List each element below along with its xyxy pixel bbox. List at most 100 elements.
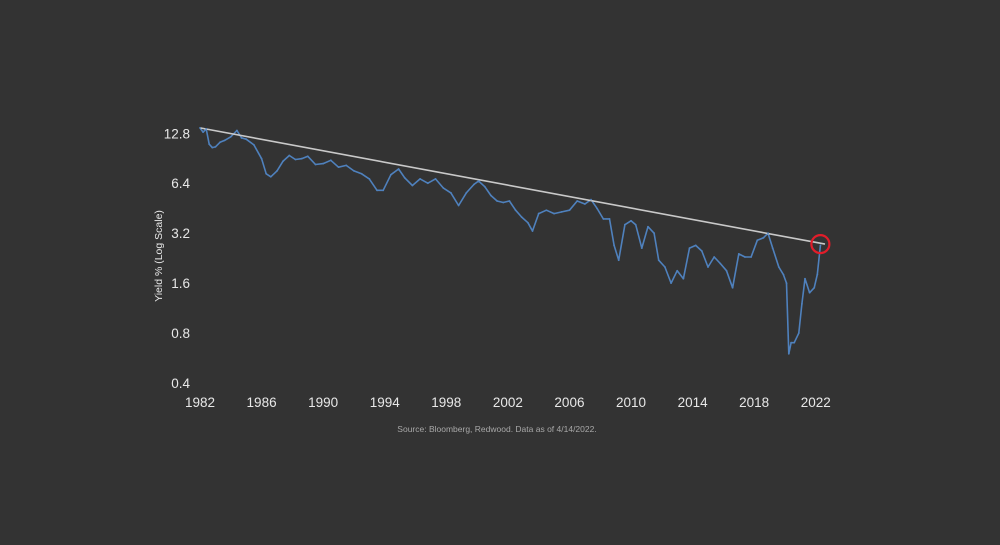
yield-data-point bbox=[457, 204, 460, 207]
yield-data-point bbox=[419, 177, 422, 180]
yield-data-point bbox=[337, 166, 340, 169]
yield-data-point bbox=[608, 218, 611, 220]
yield-data-point bbox=[731, 286, 734, 289]
yield-data-point bbox=[596, 207, 599, 210]
yield-data-point bbox=[282, 160, 285, 163]
yield-data-point bbox=[700, 250, 703, 252]
yield-data-point bbox=[762, 236, 765, 239]
yield-data-point bbox=[199, 126, 201, 129]
yield-data-point bbox=[744, 256, 746, 258]
yield-data-point bbox=[797, 332, 800, 334]
yield-data-point bbox=[473, 183, 475, 186]
yield-data-point bbox=[314, 163, 317, 166]
yield-data-point bbox=[245, 138, 248, 141]
yield-data-point bbox=[514, 209, 517, 212]
y-axis-title: Yield % (Log Scale) bbox=[153, 210, 165, 302]
yield-series-line bbox=[199, 127, 822, 355]
x-tick-label: 2018 bbox=[739, 395, 769, 410]
x-tick-label: 1986 bbox=[247, 395, 277, 410]
yield-data-point bbox=[205, 128, 208, 130]
yield-data-point bbox=[813, 286, 816, 289]
yield-data-point bbox=[613, 244, 616, 247]
yield-data-point bbox=[477, 180, 480, 182]
yield-data-point bbox=[640, 247, 643, 250]
yield-data-point bbox=[260, 157, 263, 160]
yield-data-point bbox=[389, 173, 392, 176]
yield-data-point bbox=[276, 169, 278, 172]
yield-data-point bbox=[682, 277, 685, 280]
yield-data-point bbox=[725, 269, 728, 272]
yield-data-point bbox=[664, 266, 666, 268]
yield-data-point bbox=[531, 230, 534, 232]
x-tick-label: 2010 bbox=[616, 395, 646, 410]
y-tick-label: 1.6 bbox=[171, 276, 190, 291]
yield-data-point bbox=[576, 200, 579, 202]
yield-data-point bbox=[816, 273, 819, 276]
yield-data-point bbox=[360, 172, 363, 175]
yield-data-point bbox=[219, 141, 221, 144]
x-tick-label: 1998 bbox=[431, 395, 461, 410]
yield-data-point bbox=[634, 223, 637, 226]
yield-data-point bbox=[345, 164, 348, 167]
yield-data-point bbox=[583, 203, 586, 205]
yield-data-point bbox=[434, 177, 437, 180]
yield-data-point bbox=[787, 352, 790, 355]
yield-data-point bbox=[545, 209, 548, 212]
yield-data-point bbox=[240, 137, 243, 139]
yield-data-point bbox=[252, 143, 255, 146]
x-tick-label: 2022 bbox=[801, 395, 831, 410]
yield-data-point bbox=[306, 155, 309, 158]
yield-data-point bbox=[483, 185, 486, 188]
yield-data-point bbox=[676, 269, 679, 272]
yield-data-point bbox=[602, 218, 605, 220]
yield-data-point bbox=[777, 266, 780, 268]
yield-data-point bbox=[590, 198, 592, 201]
yield-data-point bbox=[630, 219, 632, 222]
y-tick-label: 3.2 bbox=[171, 226, 190, 241]
yield-data-point bbox=[526, 221, 529, 224]
x-tick-label: 1982 bbox=[185, 395, 215, 410]
yield-data-point bbox=[236, 129, 238, 132]
yield-data-point bbox=[208, 143, 211, 146]
yield-data-point bbox=[804, 277, 806, 280]
yield-data-point bbox=[520, 216, 523, 218]
yield-data-point bbox=[211, 146, 214, 149]
yield-data-point bbox=[376, 189, 378, 192]
yield-data-point bbox=[568, 209, 571, 212]
yield-data-point bbox=[785, 282, 788, 285]
x-tick-label: 2006 bbox=[554, 395, 584, 410]
yield-data-point bbox=[653, 232, 656, 235]
yield-data-point bbox=[657, 259, 660, 262]
y-tick-label: 0.8 bbox=[171, 326, 190, 341]
yield-data-point bbox=[411, 184, 414, 187]
highlight-circle bbox=[810, 233, 831, 255]
yield-data-point bbox=[202, 131, 204, 134]
yield-data-point bbox=[801, 302, 803, 305]
trend-line bbox=[199, 127, 826, 245]
yield-data-point bbox=[623, 223, 626, 226]
yield-data-point bbox=[288, 154, 291, 157]
yield-data-point bbox=[229, 135, 232, 138]
yield-data-point bbox=[450, 191, 452, 194]
x-tick-label: 2002 bbox=[493, 395, 523, 410]
yield-data-point bbox=[688, 247, 691, 250]
yield-data-point bbox=[502, 201, 505, 204]
y-tick-label: 0.4 bbox=[171, 376, 190, 391]
yield-data-point bbox=[300, 157, 303, 160]
yield-data-point bbox=[694, 244, 697, 247]
yield-data-point bbox=[490, 194, 492, 197]
yield-data-point bbox=[670, 282, 672, 285]
yield-data-point bbox=[403, 176, 406, 179]
yield-data-point bbox=[269, 175, 272, 178]
x-tick-label: 1994 bbox=[370, 395, 401, 410]
yield-data-point bbox=[382, 189, 385, 192]
yield-data-point bbox=[294, 158, 297, 161]
yield-data-point bbox=[496, 200, 499, 202]
yield-data-point bbox=[465, 191, 468, 194]
yield-data-point bbox=[819, 244, 822, 247]
yield-data-point bbox=[508, 200, 511, 202]
yield-data-point bbox=[214, 145, 217, 148]
yield-data-point bbox=[560, 210, 563, 213]
yield-data-point bbox=[737, 253, 740, 255]
